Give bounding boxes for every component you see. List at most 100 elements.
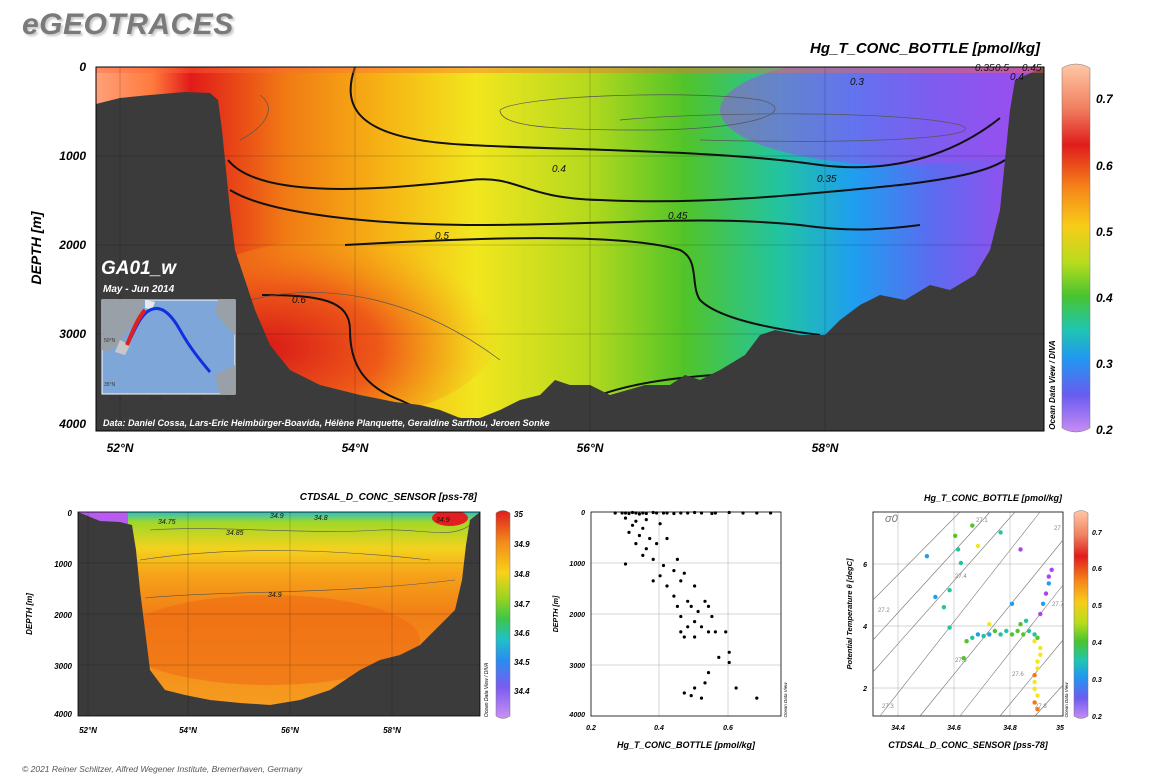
contour-label: 0.6 (292, 295, 306, 306)
ts-point (1018, 547, 1023, 552)
profile-point (630, 510, 635, 515)
salinity-contour-label: 34.75 (158, 519, 176, 526)
contour-label: 0.4 (1010, 72, 1024, 83)
profile-point (713, 511, 718, 515)
profile-point (665, 584, 669, 588)
salinity-y-tick: 3000 (54, 662, 72, 671)
main-seafloor (96, 67, 1044, 431)
profile-point (644, 518, 648, 522)
ts-point (1038, 645, 1043, 651)
ts-point (1032, 632, 1037, 637)
profile-point (627, 511, 631, 516)
cruise-period: May - Jun 2014 (103, 284, 175, 295)
main-x-tick: 58°N (812, 441, 839, 455)
ts-point (1026, 628, 1032, 634)
main-colorbar-tick: 0.3 (1096, 357, 1113, 371)
ts-point (1038, 611, 1043, 617)
ts-point (1043, 591, 1049, 596)
ts-title: Hg_T_CONC_BOTTLE [pmol/kg] (924, 493, 1063, 503)
profile-point (672, 511, 676, 516)
profile-point (693, 620, 697, 624)
profile-watermark: Ocean Data View (783, 682, 788, 718)
ts-point (975, 632, 981, 637)
ts-colorbar-tick: 0.2 (1092, 714, 1102, 721)
ts-colorbar-tick: 0.4 (1092, 640, 1102, 647)
map-lon-label: 40°W (150, 396, 163, 402)
profile-point (727, 650, 731, 654)
ts-point (970, 523, 975, 528)
main-y-tick: 3000 (59, 327, 86, 341)
salinity-colorbar-tick: 34.4 (514, 687, 530, 696)
ts-point (958, 560, 964, 566)
copyright-note: © 2021 Reiner Schlitzer, Alfred Wegener … (22, 764, 303, 774)
profile-point (623, 511, 628, 515)
main-section-title: Hg_T_CONC_BOTTLE [pmol/kg] (810, 40, 1041, 57)
profile-point (644, 511, 648, 516)
salinity-colorbar-tick: 35 (514, 510, 523, 519)
profile-point (627, 530, 631, 535)
profile-point (679, 579, 683, 583)
ts-point (981, 633, 986, 639)
profile-point (741, 511, 745, 515)
salinity-x-tick: 56°N (281, 726, 299, 735)
ts-point (964, 639, 969, 644)
profile-point (672, 594, 676, 598)
main-x-tick: 56°N (577, 441, 604, 455)
main-grid (96, 67, 1044, 431)
salinity-seafloor (78, 512, 480, 716)
profile-point (634, 542, 638, 546)
ts-point (998, 632, 1003, 637)
contour-label: 0.5 (435, 231, 449, 242)
ts-point (987, 632, 992, 637)
profile-point (655, 511, 659, 515)
ts-point (933, 594, 938, 600)
ts-point (941, 605, 947, 610)
main-colorbar-tick: 0.4 (1096, 291, 1113, 305)
ts-point (1032, 700, 1037, 705)
ts-point (1009, 601, 1015, 606)
main-section-plot: Hg_T_CONC_BOTTLE [pmol/kg] (28, 40, 1114, 455)
main-frame (95, 66, 1045, 432)
contour-label: 0.35 (975, 63, 995, 74)
profile-point (710, 511, 714, 516)
ts-point (1021, 632, 1026, 637)
main-y-axis-label: DEPTH [m] (28, 210, 44, 284)
main-colorbar-tick: 0.5 (1096, 225, 1113, 239)
contour-label: 0.35 (817, 174, 837, 185)
map-lat-label: 50°N (104, 338, 116, 344)
main-colorbar (1061, 63, 1091, 433)
ts-point (1040, 601, 1046, 606)
profile-point (661, 563, 666, 568)
ts-x-tick: 35 (1056, 725, 1064, 732)
ts-point (1009, 632, 1015, 637)
isopycnal-label: 27.3 (882, 704, 894, 710)
map-lon-label: 0° (226, 396, 231, 402)
contour-label: 0.4 (552, 164, 566, 175)
profile-point (651, 557, 655, 562)
salinity-core (120, 595, 420, 685)
profile-point (706, 630, 711, 634)
inset-map: 50°N 35°N 60°W 40°W 20°W 0° (101, 299, 236, 402)
profile-point (699, 696, 704, 700)
main-watermark: Ocean Data View / DIVA (1048, 340, 1057, 430)
profile-points (613, 510, 773, 700)
profile-x-tick: 0.6 (723, 725, 733, 732)
profile-x-tick: 0.4 (654, 725, 664, 732)
profile-point (693, 584, 697, 588)
profile-point (665, 536, 669, 541)
ts-point (1035, 707, 1040, 712)
profile-x-tick: 0.2 (586, 725, 596, 732)
salinity-contour-label: 34.9 (270, 513, 284, 520)
main-colorbar-tick: 0.7 (1096, 92, 1114, 106)
salinity-watermark: Ocean Data View / DIVA (484, 662, 490, 717)
ts-x-tick: 34.4 (891, 725, 905, 732)
profile-point (689, 694, 693, 698)
isopycnal-label: 27.7 (1052, 602, 1064, 608)
contour-label: 0.3 (850, 77, 864, 88)
salinity-x-tick: 54°N (179, 726, 197, 735)
main-colorbar-tick: 0.6 (1096, 159, 1113, 173)
ts-point (1046, 574, 1052, 579)
ts-point (1032, 679, 1037, 685)
contour-label: 0.45 (1022, 63, 1042, 74)
isopycnal-label: 27.4 (955, 574, 967, 580)
